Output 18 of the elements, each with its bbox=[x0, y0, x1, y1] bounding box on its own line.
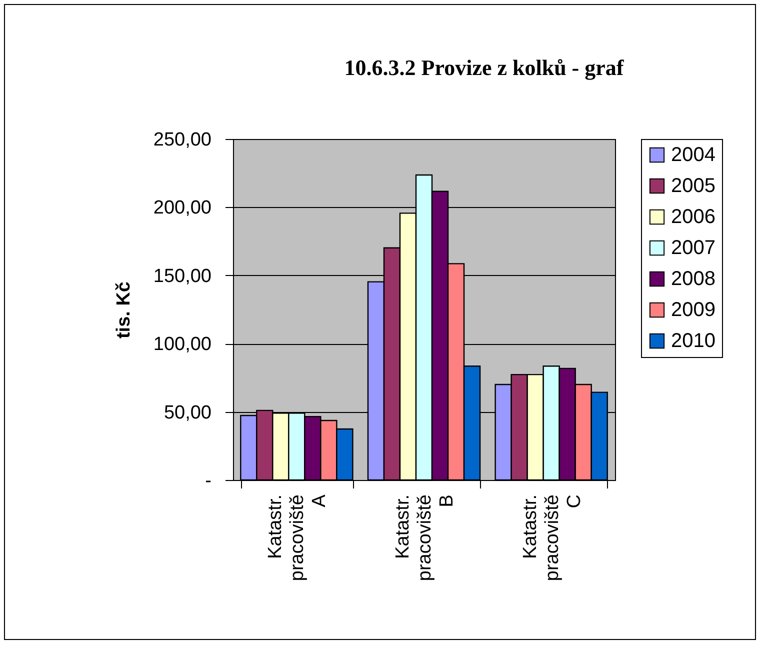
x-tick-label: Katastr. pracoviště B bbox=[392, 494, 458, 582]
y-tick-label: 100,00 bbox=[153, 334, 212, 356]
y-axis-title: tis. Kč bbox=[113, 281, 134, 339]
x-tick-label: Katastr. pracoviště C bbox=[520, 494, 585, 582]
y-tick-label: 50,00 bbox=[164, 402, 212, 424]
legend-label: 2004 bbox=[671, 144, 716, 166]
legend-label: 2008 bbox=[671, 268, 716, 290]
y-tick-label: 150,00 bbox=[153, 266, 212, 287]
legend-label: 2010 bbox=[671, 330, 716, 352]
legend-label: 2009 bbox=[671, 299, 716, 321]
chart-title: 10.6.3.2 Provize z kolků - graf bbox=[344, 55, 624, 80]
legend-label: 2006 bbox=[671, 206, 716, 228]
legend-label: 2005 bbox=[671, 175, 716, 197]
y-tick-label: - bbox=[205, 470, 212, 492]
y-tick-label: 200,00 bbox=[153, 198, 212, 219]
y-tick-label: 250,00 bbox=[153, 130, 212, 150]
x-tick-label: Katastr. pracoviště A bbox=[265, 494, 330, 582]
legend-label: 2007 bbox=[671, 237, 716, 259]
